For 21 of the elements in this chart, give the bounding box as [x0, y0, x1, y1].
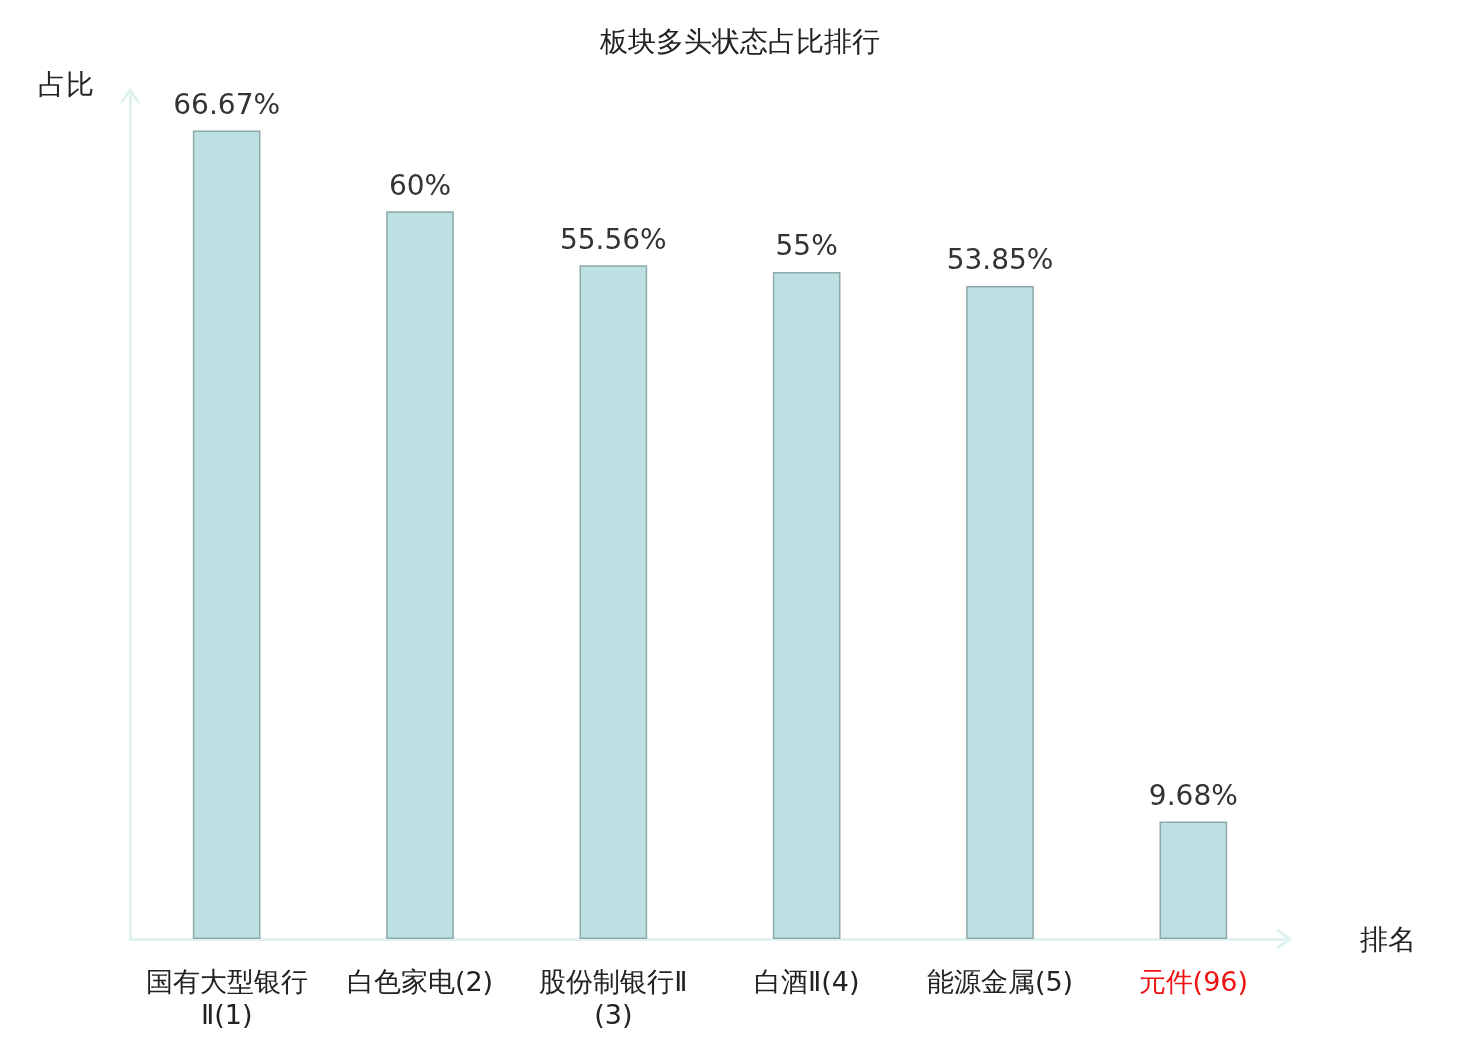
x-tick-label: 股份制银行Ⅱ(3)	[539, 966, 688, 1030]
x-tick-label: 元件(96)	[1138, 966, 1249, 997]
x-tick-label: 白酒Ⅱ(4)	[753, 966, 860, 997]
bar	[772, 271, 841, 939]
data-label: 55%	[775, 229, 838, 263]
x-tick-label: 国有大型银行Ⅱ(1)	[145, 966, 308, 1030]
y-axis-title: 占比	[38, 67, 94, 101]
data-label: 9.68%	[1148, 779, 1238, 813]
data-label: 66.67%	[173, 87, 281, 121]
data-label: 53.85%	[946, 243, 1054, 277]
bar	[1159, 821, 1228, 939]
x-tick-label: 白色家电(2)	[346, 966, 494, 997]
x-axis-title: 排名	[1360, 922, 1416, 956]
data-label: 55.56%	[559, 222, 667, 256]
bar	[192, 130, 261, 939]
bar	[579, 265, 648, 939]
chart-title: 板块多头状态占比排行	[599, 24, 880, 58]
bar	[966, 285, 1034, 939]
data-label: 60%	[388, 168, 452, 202]
bar	[386, 211, 454, 939]
x-tick-label: 能源金属(5)	[926, 966, 1074, 997]
